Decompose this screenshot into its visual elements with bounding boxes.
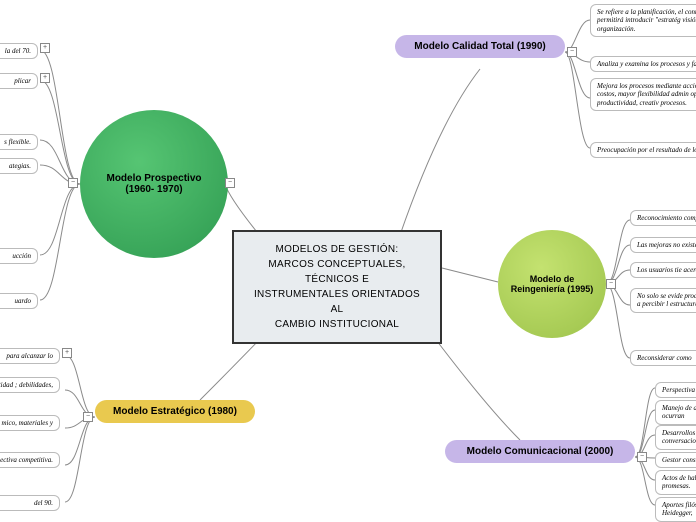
- leaf-prosp-1[interactable]: plicar: [0, 73, 38, 89]
- center-line4: CAMBIO INSTITUCIONAL: [248, 317, 426, 332]
- leaf-prosp-0[interactable]: la del 70.: [0, 43, 38, 59]
- leaf-prosp-3[interactable]: ategias.: [0, 158, 38, 174]
- leaf-calidad-0[interactable]: Se refiere a la planificación, el contro…: [590, 4, 696, 37]
- expander-leaf-3[interactable]: [40, 73, 50, 83]
- node-comunicacional[interactable]: Modelo Comunicacional (2000): [445, 440, 635, 463]
- leaf-com-3[interactable]: Gestor considerado de: [655, 452, 696, 468]
- leaf-reing-0[interactable]: Reconocimiento competencia glo: [630, 210, 696, 226]
- leaf-reing-1[interactable]: Las mejoras no existe, sino que: [630, 237, 696, 253]
- leaf-calidad-2[interactable]: Mejora los procesos mediante acciones te…: [590, 78, 696, 111]
- leaf-com-1[interactable]: Manejo de destrezas impiden que ocurran: [655, 400, 696, 425]
- expander-leaf-2[interactable]: [40, 43, 50, 53]
- expander-estrategico[interactable]: [83, 412, 93, 422]
- leaf-com-0[interactable]: Perspectiva lingüística: [655, 382, 696, 398]
- leaf-com-5[interactable]: Aportes filósofos ling Nietzsche, Heideg…: [655, 497, 696, 522]
- leaf-estr-4[interactable]: del 90.: [0, 495, 60, 511]
- leaf-prosp-2[interactable]: s flexible.: [0, 134, 38, 150]
- center-line3: INSTRUMENTALES ORIENTADOS AL: [248, 287, 426, 317]
- expander-prospectivo-left[interactable]: [68, 178, 78, 188]
- leaf-reing-4[interactable]: Reconsiderar como: [630, 350, 696, 366]
- expander-leaf-1[interactable]: [62, 348, 72, 358]
- leaf-estr-3[interactable]: su visión de la ectiva competitiva.: [0, 452, 60, 468]
- leaf-calidad-3[interactable]: Preocupación por el resultado de los pro…: [590, 142, 696, 158]
- expander-calidad[interactable]: [567, 47, 577, 57]
- node-prospectivo-label: Modelo Prospectivo (1960- 1970): [106, 173, 201, 195]
- leaf-prosp-5[interactable]: uardo: [0, 293, 38, 309]
- leaf-prosp-4[interactable]: ucción: [0, 248, 38, 264]
- center-topic[interactable]: MODELOS DE GESTIÓN: MARCOS CONCEPTUALES,…: [232, 230, 442, 344]
- leaf-reing-2[interactable]: Los usuarios tie acerca del tipo: [630, 262, 696, 278]
- leaf-reing-3[interactable]: No solo se evide proceso de cu lleva a p…: [630, 288, 696, 313]
- leaf-com-2[interactable]: Desarrollos de compro conversaciones par…: [655, 425, 696, 450]
- node-prospectivo[interactable]: Modelo Prospectivo (1960- 1970): [80, 110, 228, 258]
- leaf-estr-1[interactable]: s de una identidad ; debilidades,: [0, 377, 60, 393]
- expander-comunicacional[interactable]: [637, 452, 647, 462]
- leaf-estr-2[interactable]: poses en una mico, materiales y: [0, 415, 60, 431]
- node-calidad[interactable]: Modelo Calidad Total (1990): [395, 35, 565, 58]
- leaf-calidad-1[interactable]: Analiza y examina los procesos y factore…: [590, 56, 696, 72]
- center-line1: MODELOS DE GESTIÓN:: [248, 242, 426, 257]
- leaf-estr-0[interactable]: para alcanzar lo: [0, 348, 60, 364]
- expander-prospectivo-right[interactable]: [225, 178, 235, 188]
- leaf-com-4[interactable]: Actos de habla, afirm ofertas y promesas…: [655, 470, 696, 495]
- expander-reingenieria[interactable]: [606, 279, 616, 289]
- node-comunicacional-label: Modelo Comunicacional (2000): [467, 446, 614, 457]
- node-calidad-label: Modelo Calidad Total (1990): [414, 41, 546, 52]
- node-reingenieria[interactable]: Modelo de Reingeniería (1995): [498, 230, 606, 338]
- node-estrategico[interactable]: Modelo Estratégico (1980): [95, 400, 255, 423]
- node-reingenieria-label: Modelo de Reingeniería (1995): [506, 274, 598, 294]
- node-estrategico-label: Modelo Estratégico (1980): [113, 406, 237, 417]
- center-line2: MARCOS CONCEPTUALES, TÉCNICOS E: [248, 257, 426, 287]
